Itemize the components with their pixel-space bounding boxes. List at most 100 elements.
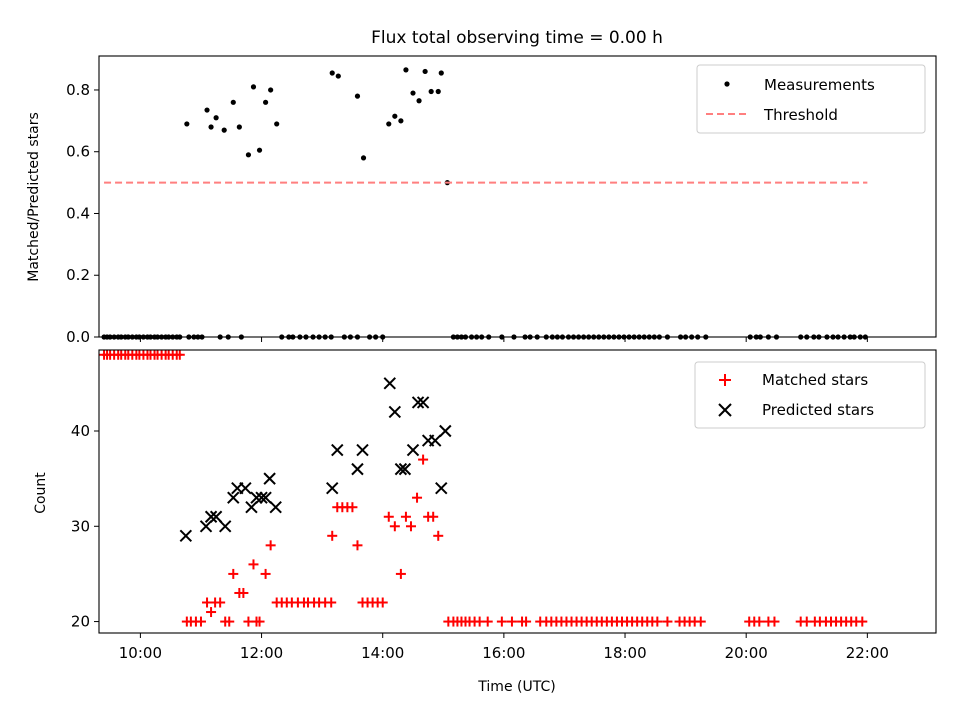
predicted-star-point — [218, 520, 232, 533]
measurement-point — [386, 121, 392, 127]
top-ytick-label: 0.2 — [66, 266, 90, 284]
predicted-star-point — [406, 443, 420, 457]
xtick-label: 20:00 — [725, 644, 768, 662]
predicted-star-point — [398, 462, 412, 476]
measurement-point — [262, 99, 269, 105]
matched-star-point — [433, 530, 444, 541]
top-legend-measurements-marker — [724, 81, 730, 87]
matched-star-point — [383, 511, 394, 522]
measurement-point — [360, 155, 367, 161]
matched-star-point — [248, 559, 259, 570]
top-legend-threshold-label: Threshold — [763, 106, 838, 124]
matched-star-point — [238, 587, 249, 598]
measurement-point — [416, 98, 422, 104]
bottom-ytick-label: 20 — [71, 613, 90, 631]
predicted-star-point — [239, 481, 252, 495]
measurement-point — [403, 67, 409, 73]
bottom-panel: 10:00 12:00 14:00 16:00 18:00 20:00 22:00 20 30 4… — [33, 349, 937, 695]
matched-star-point — [754, 616, 765, 627]
predicted-star-point — [435, 481, 448, 495]
predicted-star-point — [245, 501, 258, 514]
measurement-point — [398, 118, 404, 124]
bottom-legend-matched-label: Matched stars — [762, 371, 868, 389]
measurement-point — [335, 73, 341, 79]
predicted-star-point — [356, 443, 369, 457]
xtick-label: 14:00 — [361, 644, 404, 662]
xtick-label: 10:00 — [119, 644, 162, 662]
measurement-point — [250, 84, 257, 90]
predicted-star-point — [179, 529, 193, 543]
measurement-point — [274, 121, 280, 127]
matched-star-point — [254, 616, 265, 627]
bottom-panel-ticks: 10:00 12:00 14:00 16:00 18:00 20:00 22:00 20 30 4… — [71, 422, 889, 662]
matched-star-point — [260, 568, 271, 579]
bottom-legend-predicted-marker — [718, 403, 732, 417]
predicted-star-point — [429, 434, 442, 447]
matched-star-point — [418, 454, 429, 465]
measurement-point — [236, 124, 242, 130]
xtick-label: 16:00 — [482, 644, 525, 662]
xtick-label: 12:00 — [240, 644, 283, 662]
predicted-star-point — [411, 396, 425, 409]
bottom-ytick-label: 30 — [71, 517, 90, 535]
predicted-star-point — [204, 510, 218, 523]
predicted-star-point — [416, 396, 430, 409]
bottom-panel-ylabel: Count — [33, 472, 49, 514]
predicted-star-point — [263, 472, 276, 485]
matched-star-point — [265, 540, 276, 551]
matched-star-point — [224, 616, 235, 627]
measurement-point — [329, 70, 335, 76]
top-ytick-label: 0.6 — [66, 143, 90, 161]
bottom-legend-box — [694, 361, 926, 429]
matched-star-point — [662, 616, 673, 627]
xtick-label: 22:00 — [846, 644, 889, 662]
predicted-star-point — [439, 424, 452, 438]
predicted-star-point — [388, 405, 402, 419]
matched-star-point — [412, 492, 423, 503]
top-panel-ylabel: Matched/Predicted stars — [26, 112, 42, 282]
matched-star-point — [521, 616, 532, 627]
matched-star-point — [206, 607, 217, 618]
measurement-point — [410, 90, 416, 96]
matched-star-point — [857, 616, 868, 627]
measurement-point — [428, 88, 434, 95]
matched-star-point — [327, 530, 338, 541]
measurement-point — [213, 115, 219, 121]
bottom-panel-marks — [99, 349, 868, 627]
measurement-point — [245, 152, 252, 158]
top-legend-measurements-label: Measurements — [764, 76, 875, 94]
predicted-star-point — [269, 501, 282, 514]
bottom-panel-frame — [98, 349, 937, 634]
matched-star-point — [496, 616, 507, 627]
measurement-point — [392, 113, 398, 119]
matched-star-point — [174, 349, 185, 360]
bottom-legend: Matched stars Predicted stars — [694, 361, 926, 429]
predicted-star-point — [383, 377, 396, 390]
bottom-legend-predicted-label: Predicted stars — [762, 401, 874, 419]
predicted-star-point — [326, 481, 339, 495]
measurement-point — [438, 70, 444, 76]
matched-star-point — [695, 616, 706, 627]
top-ytick-label: 0.4 — [66, 204, 90, 222]
measurement-point — [204, 107, 210, 113]
predicted-star-point — [331, 443, 344, 457]
top-panel: 0.00.20.40.60.8 Matched/Predicted stars … — [26, 55, 937, 346]
predicted-star-point — [209, 510, 223, 523]
xtick-label: 18:00 — [603, 644, 646, 662]
matched-star-point — [482, 616, 493, 627]
measurement-point — [230, 99, 236, 105]
predicted-star-point — [351, 462, 364, 476]
measurement-point — [422, 68, 428, 75]
chart-title: Flux total observing time = 0.00 h — [371, 28, 663, 48]
measurement-point — [208, 124, 214, 130]
predicted-star-point — [394, 462, 408, 476]
matched-star-point — [395, 568, 406, 579]
matched-star-point — [400, 511, 411, 522]
bottom-ytick-label: 40 — [71, 422, 90, 440]
matched-star-point — [769, 616, 780, 627]
predicted-star-point — [250, 491, 263, 504]
matched-star-point — [215, 597, 226, 608]
bottom-panel-xlabel: Time (UTC) — [477, 679, 555, 695]
predicted-star-point — [199, 520, 213, 533]
